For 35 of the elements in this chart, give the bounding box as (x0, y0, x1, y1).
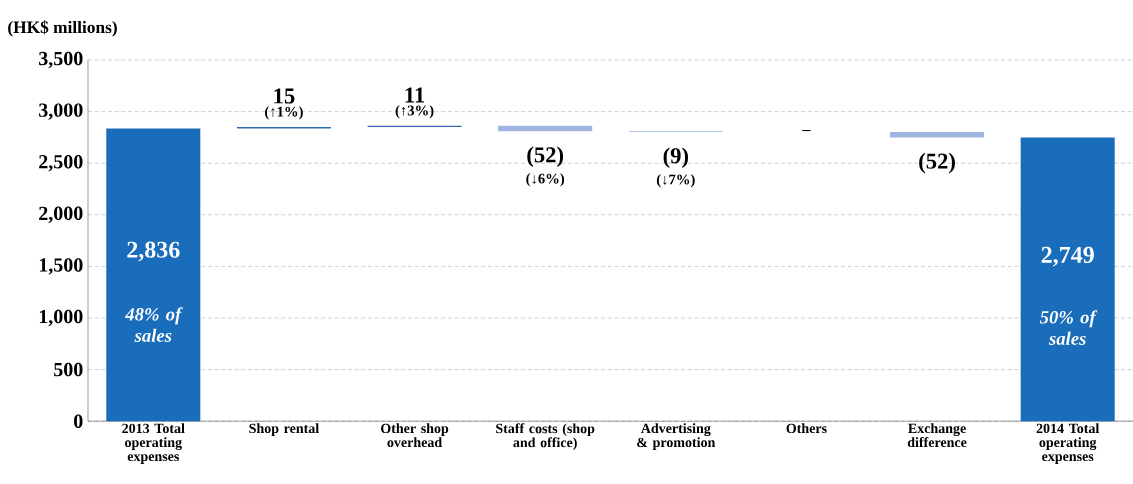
data-label: 2,836 (127, 241, 180, 262)
x-tick-label: Other shop overhead (381, 423, 449, 448)
bar (1020, 137, 1115, 422)
data-label: 11 (405, 87, 425, 103)
data-label: (52) (527, 146, 564, 168)
annotation: 48% of sales (125, 307, 183, 343)
x-tick-label: Advertising & promotion (637, 423, 716, 450)
x-tick-label: Shop rental (249, 423, 319, 436)
data-label: 15 (274, 88, 295, 104)
annotation: 50% of sales (1039, 310, 1098, 345)
y-tick-label: 0 (74, 414, 83, 429)
y-axis-title: (HK$ millions) (8, 20, 117, 37)
data-label: (9) (663, 147, 689, 169)
y-tick-label: 2,500 (39, 155, 83, 172)
x-tick-label: Others (786, 423, 827, 434)
y-tick-label: 1,500 (39, 258, 83, 275)
y-tick-label: 1,000 (39, 309, 83, 327)
bar (498, 125, 593, 132)
bar (890, 132, 985, 138)
x-tick-label: 2014 Total operating expenses (1036, 423, 1100, 464)
data-label: (52) (919, 152, 955, 174)
bar (106, 128, 201, 422)
x-tick-label: Exchange difference (907, 423, 967, 448)
x-tick-label: Staff costs (shop and office) (496, 423, 595, 451)
annotation: (↑1%) (265, 106, 303, 120)
y-tick-label: 2,000 (39, 206, 83, 224)
annotation: (↓6%) (526, 173, 565, 187)
y-tick-label: 3,500 (39, 51, 83, 69)
data-label: 2,749 (1041, 246, 1094, 267)
annotation: (↓7%) (656, 174, 695, 188)
y-tick-label: 500 (54, 362, 83, 377)
y-tick-label: 3,000 (39, 103, 83, 120)
annotation: (↑3%) (395, 105, 434, 119)
annotation: – (802, 130, 811, 132)
x-tick-label: 2013 Total operating expenses (122, 423, 185, 464)
